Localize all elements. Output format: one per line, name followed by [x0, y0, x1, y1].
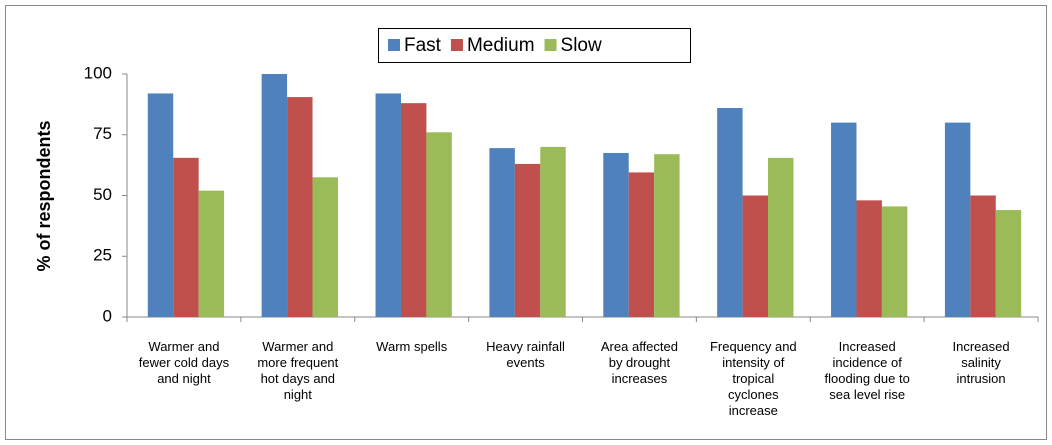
- legend-box: [378, 28, 691, 63]
- bar: [628, 172, 655, 317]
- bar: [173, 157, 199, 317]
- bar: [514, 163, 541, 317]
- bar: [489, 148, 515, 317]
- bar: [603, 152, 629, 317]
- y-tick-label: 100: [84, 63, 112, 82]
- x-tick-label: Warmer and more frequent hot days and ni…: [257, 339, 339, 402]
- legend-label: Fast: [404, 35, 442, 56]
- bar: [742, 195, 769, 317]
- bar: [287, 97, 313, 318]
- legend-swatch: [544, 39, 557, 51]
- legend-label: Medium: [467, 35, 535, 56]
- bar: [400, 103, 427, 317]
- y-tick-label: 50: [93, 185, 112, 204]
- y-axis-label: % of respondents: [34, 120, 54, 271]
- x-tick-label: Area affected by drought increases: [600, 339, 678, 386]
- bar: [147, 93, 174, 317]
- legend-swatch: [388, 39, 400, 51]
- bar: [198, 190, 225, 317]
- y-tick-label: 25: [93, 246, 112, 265]
- bar: [970, 195, 996, 317]
- bar: [944, 122, 971, 317]
- bar: [831, 122, 857, 317]
- bar: [768, 157, 794, 317]
- bar: [654, 154, 680, 317]
- y-tick-label: 75: [93, 124, 112, 143]
- x-tick-label: Warm spells: [376, 339, 448, 354]
- bar: [540, 146, 566, 317]
- bar: [881, 206, 908, 317]
- legend-swatch: [450, 39, 463, 51]
- bar: [426, 132, 452, 317]
- x-tick-label: Heavy rainfall events: [486, 339, 565, 370]
- bar: [261, 74, 288, 317]
- chart-border: [5, 5, 1047, 440]
- y-tick-label: 0: [103, 306, 112, 325]
- x-tick-label: Warmer and fewer cold days and night: [138, 339, 230, 386]
- bar: [375, 93, 401, 317]
- legend-label: Slow: [561, 35, 602, 56]
- x-tick-label: Frequency and intensity of tropical cycl…: [709, 339, 797, 418]
- bar: [856, 200, 882, 317]
- bar: [717, 108, 743, 318]
- bar: [312, 177, 338, 317]
- bar: [995, 210, 1022, 317]
- x-tick-label: Increased salinity intrusion: [952, 339, 1010, 386]
- x-tick-label: Increased incidence of flooding due to s…: [824, 339, 910, 402]
